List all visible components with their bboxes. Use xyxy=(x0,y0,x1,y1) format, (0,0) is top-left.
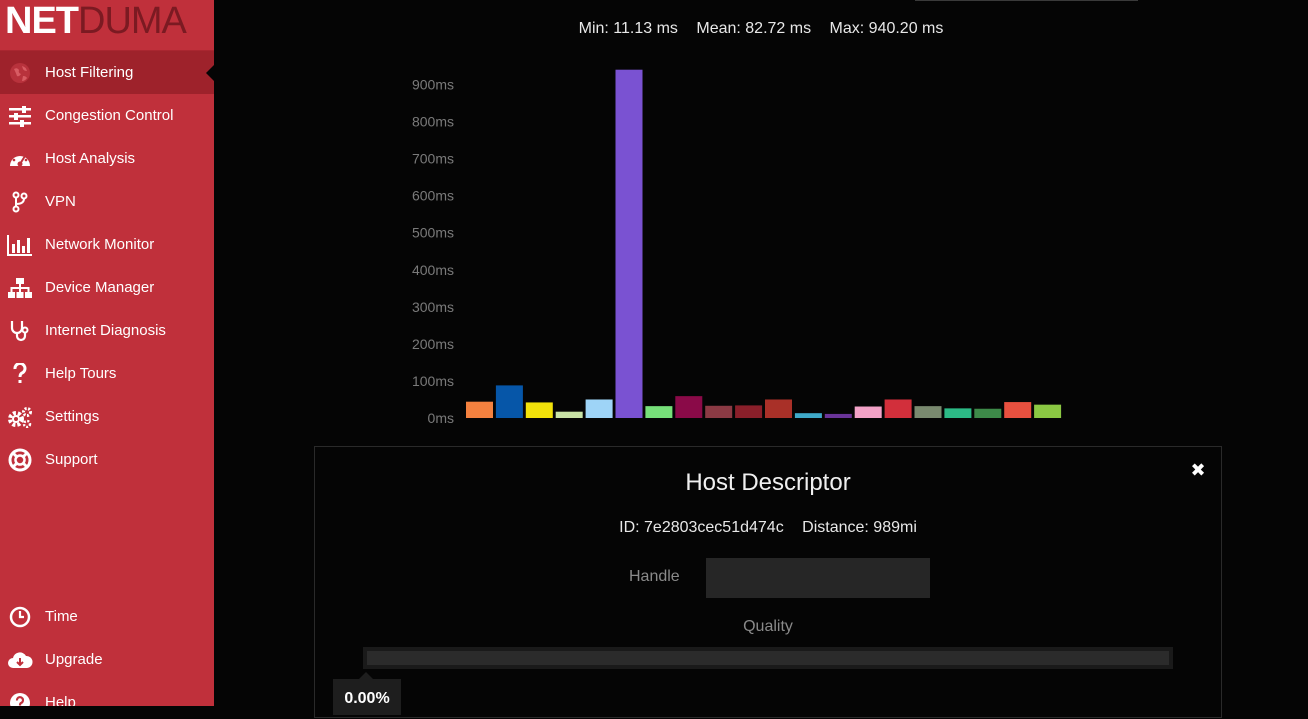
chart-bar[interactable] xyxy=(884,399,912,418)
globe-icon xyxy=(7,60,33,86)
panel-title: Host Descriptor xyxy=(685,469,851,496)
sidebar-item-help[interactable]: Help xyxy=(0,681,214,706)
chart-bar[interactable] xyxy=(615,69,643,418)
quality-label: Quality xyxy=(743,618,793,635)
latency-bar-chart: 0ms 100ms 200ms 300ms 400ms 500ms 600ms 700ms 80… xyxy=(412,69,1062,426)
question-circle-icon xyxy=(7,690,33,706)
sidebar-item-device-manager[interactable]: Device Manager xyxy=(0,266,214,309)
chart-bar[interactable] xyxy=(705,405,733,418)
chart-bar[interactable] xyxy=(974,408,1002,418)
chart-bar[interactable] xyxy=(525,402,553,418)
chart-bar[interactable] xyxy=(854,406,882,418)
chart-bar[interactable] xyxy=(765,399,792,418)
chart-bar[interactable] xyxy=(645,406,673,418)
chart-bar[interactable] xyxy=(735,405,763,418)
host-distance: Distance: 989mi xyxy=(802,519,917,536)
gears-icon xyxy=(7,404,33,430)
stat-mean: Mean: 82.72 ms xyxy=(696,20,812,37)
chart-bar[interactable] xyxy=(585,399,613,418)
host-info: ID: 7e2803cec51d474c Distance: 989mi xyxy=(315,519,1221,537)
chart-bar[interactable] xyxy=(495,385,523,418)
y-tick-label: 0ms xyxy=(428,410,454,426)
speedometer-icon xyxy=(7,146,33,172)
stat-max: Max: 940.20 ms xyxy=(829,20,944,37)
bar-chart-icon xyxy=(7,232,33,258)
sidebar-item-label: Help Tours xyxy=(45,365,117,382)
y-tick-label: 200ms xyxy=(412,336,454,352)
y-tick-label: 700ms xyxy=(412,151,454,167)
handle-label: Handle xyxy=(629,568,680,585)
sidebar-item-label: Internet Diagnosis xyxy=(45,322,166,339)
sliders-icon xyxy=(7,103,33,129)
sidebar-item-network-monitor[interactable]: Network Monitor xyxy=(0,223,214,266)
chart-bar[interactable] xyxy=(824,413,852,418)
clock-icon xyxy=(7,604,33,630)
sidebar-item-internet-diagnosis[interactable]: Internet Diagnosis xyxy=(0,309,214,352)
host-id: ID: 7e2803cec51d474c xyxy=(619,519,784,536)
sidebar-item-upgrade[interactable]: Upgrade xyxy=(0,638,214,681)
chart-bar[interactable] xyxy=(1004,402,1032,418)
y-tick-label: 100ms xyxy=(412,373,454,389)
y-tick-label: 300ms xyxy=(412,299,454,315)
handle-input[interactable] xyxy=(706,558,930,598)
sidebar-item-label: VPN xyxy=(45,193,76,210)
chart-bar[interactable] xyxy=(914,406,942,418)
sidebar-item-label: Network Monitor xyxy=(45,236,155,253)
cloud-download-icon xyxy=(7,647,33,673)
sidebar-item-support[interactable]: Support xyxy=(0,438,214,481)
chart-bar[interactable] xyxy=(555,411,583,418)
sidebar-item-label: Settings xyxy=(45,408,100,425)
sidebar-item-vpn[interactable]: VPN xyxy=(0,180,214,223)
y-tick-label: 500ms xyxy=(412,225,454,241)
top-divider xyxy=(915,0,1138,1)
sidebar-item-time[interactable]: Time xyxy=(0,595,214,638)
stethoscope-icon xyxy=(7,318,33,344)
sidebar-item-label: Upgrade xyxy=(45,651,103,668)
y-tick-label: 400ms xyxy=(412,262,454,278)
sidebar-item-label: Help xyxy=(45,694,76,706)
host-descriptor-panel: Host Descriptor ✖ ID: 7e2803cec51d474c D… xyxy=(314,446,1222,718)
chart-bar[interactable] xyxy=(1034,404,1062,418)
stat-min: Min: 11.13 ms xyxy=(578,20,678,37)
sidebar-item-label: Congestion Control xyxy=(45,107,174,124)
chart-bar[interactable] xyxy=(675,396,703,418)
close-icon[interactable]: ✖ xyxy=(1190,460,1206,480)
vpn-branch-icon xyxy=(7,189,33,215)
question-icon xyxy=(7,361,33,387)
quality-value-badge: 0.00% xyxy=(333,672,401,715)
sidebar-item-congestion-control[interactable]: Congestion Control xyxy=(0,94,214,137)
netduma-logo[interactable]: NETDUMA xyxy=(0,0,214,51)
chart-bar[interactable] xyxy=(794,413,822,418)
chart-bar[interactable] xyxy=(944,408,972,418)
quality-slider[interactable] xyxy=(363,647,1173,669)
lifebuoy-icon xyxy=(7,447,33,473)
sidebar-item-label: Host Analysis xyxy=(45,150,136,167)
sitemap-icon xyxy=(7,275,33,301)
logo-duma: DUMA xyxy=(78,0,187,42)
logo-net: NET xyxy=(5,0,79,42)
sidebar-item-label: Device Manager xyxy=(45,279,155,296)
latency-stats: Min: 11.13 ms Mean: 82.72 ms Max: 940.20… xyxy=(214,20,1308,38)
sidebar-item-label: Time xyxy=(45,608,78,625)
sidebar-item-help-tours[interactable]: Help Tours xyxy=(0,352,214,395)
sidebar-item-label: Support xyxy=(45,451,98,468)
quality-slider-track xyxy=(367,651,1169,665)
y-tick-label: 600ms xyxy=(412,188,454,204)
y-tick-label: 800ms xyxy=(412,114,454,130)
sidebar-item-settings[interactable]: Settings xyxy=(0,395,214,438)
sidebar-item-label: Host Filtering xyxy=(45,64,134,81)
chart-bar[interactable] xyxy=(466,401,493,418)
sidebar-item-host-analysis[interactable]: Host Analysis xyxy=(0,137,214,180)
y-tick-label: 900ms xyxy=(412,77,454,93)
sidebar-item-host-filtering[interactable]: Host Filtering xyxy=(0,51,214,94)
sidebar: NETDUMA Host Filtering Congestion Contro… xyxy=(0,0,214,706)
